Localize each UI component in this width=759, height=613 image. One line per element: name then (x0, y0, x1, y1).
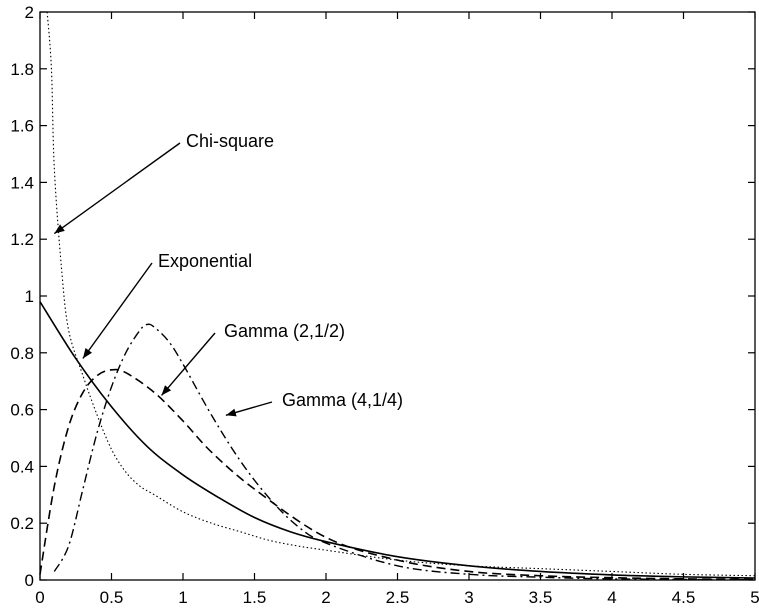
y-tick-label: 1.6 (10, 117, 34, 136)
x-tick-label: 1.5 (243, 588, 267, 607)
x-tick-label: 5 (750, 588, 759, 607)
annotation-label: Chi-square (186, 131, 274, 151)
plot-area: 0 0.5 1 1.5 2 2.5 3 3.5 4 4.5 5 0 0.2 0.4 0.6 0.8 1 1.2 1.… (10, 3, 759, 607)
y-tick-label: 0 (25, 571, 34, 590)
x-tick-label: 2 (321, 588, 330, 607)
annotation-label: Exponential (158, 251, 252, 271)
y-tick-label: 0.6 (10, 401, 34, 420)
annotation-label: Gamma (2,1/2) (224, 321, 345, 341)
annotation-arrow (53, 142, 181, 235)
y-tick-label: 1.2 (10, 230, 34, 249)
y-tick-label: 2 (25, 3, 34, 22)
y-tick-label: 1.8 (10, 60, 34, 79)
series-line-0 (46, 11, 756, 577)
y-tick-label: 1 (25, 287, 34, 306)
annotation-arrowhead (161, 385, 172, 396)
axes-frame (39, 11, 756, 581)
x-tick-label: 0.5 (100, 588, 124, 607)
series-line-1 (39, 301, 756, 579)
y-tick-label: 0.8 (10, 344, 34, 363)
y-tick-label: 0.4 (10, 457, 34, 476)
x-tick-label: 0 (35, 588, 44, 607)
x-tick-label: 4 (607, 588, 616, 607)
series-line-2 (39, 368, 756, 581)
annotation-arrowhead (82, 348, 92, 359)
annotation-arrowhead (54, 224, 65, 234)
annotation-arrow (161, 332, 216, 396)
annotation-label: Gamma (4,1/4) (282, 390, 403, 410)
annotation-arrow (82, 262, 153, 359)
x-tick-label: 4.5 (672, 588, 696, 607)
x-tick-label: 3.5 (529, 588, 553, 607)
series-line-3 (53, 323, 756, 581)
annotation-arrowhead (225, 408, 237, 417)
x-tick-label: 2.5 (386, 588, 410, 607)
x-tick-label: 3 (464, 588, 473, 607)
y-tick-label: 1.4 (10, 173, 34, 192)
y-tick-label: 0.2 (10, 514, 34, 533)
x-tick-label: 1 (178, 588, 187, 607)
